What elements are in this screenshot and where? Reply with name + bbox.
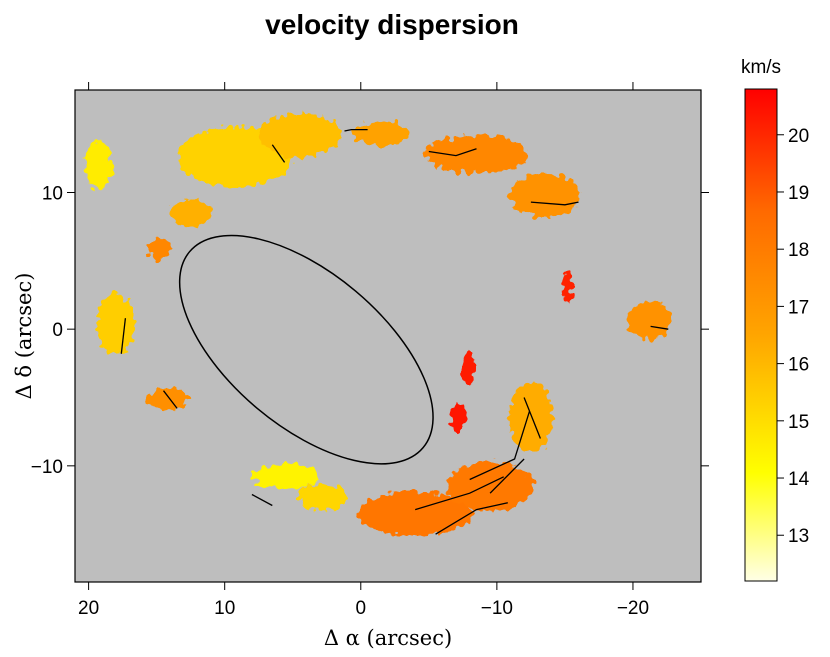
region-top-right-arc-end [509, 173, 580, 218]
data-regions [84, 113, 672, 536]
region-left-patch [147, 238, 172, 261]
x-tick-label: 20 [78, 598, 99, 619]
region-inner-red-bottom [450, 404, 467, 432]
x-axis-ticks: 20 10 0 −10 −20 [78, 82, 649, 619]
region-bottom-left-arc [298, 483, 348, 511]
contour-line [530, 201, 579, 206]
plot-frame [74, 89, 702, 583]
x-tick-label: 0 [355, 598, 366, 619]
contour-line [469, 411, 531, 481]
x-tick-label: −10 [481, 598, 513, 619]
colorbar-tick-label: 19 [788, 183, 809, 204]
contour-line [523, 397, 542, 439]
contour-line [489, 458, 525, 494]
contour-line [251, 493, 273, 507]
x-tick-label: 10 [214, 598, 235, 619]
colorbar-tick-label: 17 [788, 297, 809, 318]
y-axis-label: Δ δ (arcsec) [12, 273, 36, 400]
region-top-right-arc [424, 135, 529, 174]
colorbar-unit-label: km/s [741, 57, 781, 78]
region-bottom-right-arc-inner [446, 461, 534, 511]
colorbar-ticks: 13 14 15 16 17 18 19 20 [777, 126, 810, 547]
aperture-ellipse [178, 234, 434, 465]
contour-lines [120, 128, 669, 535]
ellipse-layer [178, 234, 434, 465]
region-bottom-right-arc-upper [509, 382, 553, 454]
region-right-clump [627, 301, 672, 341]
y-tick-label: 0 [52, 320, 63, 341]
region-top-arc-mid [258, 113, 341, 157]
region-bottom-left-yellow [251, 464, 320, 490]
contour-line [344, 128, 368, 132]
region-top-arc-orange [353, 121, 409, 147]
region-left-arc-top [168, 199, 213, 227]
colorbar [744, 88, 778, 582]
region-left-lower-clump [147, 387, 188, 410]
y-tick-label: 10 [42, 184, 63, 205]
contour-line [415, 476, 504, 511]
contour-line [650, 325, 669, 330]
x-tick-label: −20 [617, 598, 649, 619]
contour-line [435, 502, 508, 535]
region-bottom-arc [358, 491, 473, 536]
region-left-mid-clump [96, 293, 135, 354]
colorbar-tick-label: 18 [788, 240, 809, 261]
x-axis-label: Δ α (arcsec) [324, 626, 452, 650]
region-right-red-spot [562, 270, 574, 304]
colorbar-tick-label: 13 [788, 526, 809, 547]
colorbar-tick-label: 20 [788, 126, 809, 147]
y-axis-ticks: 10 0 −10 [31, 184, 709, 478]
contour-line [162, 390, 178, 409]
colorbar-tick-label: 15 [788, 412, 809, 433]
region-inner-red-top [461, 352, 476, 386]
chart-title: velocity dispersion [265, 9, 519, 40]
contour-line [271, 144, 286, 163]
colorbar-tick-label: 16 [788, 355, 809, 376]
region-left-top-clump [84, 140, 112, 190]
contour-line [120, 318, 127, 354]
contour-line [428, 148, 477, 157]
colorbar-tick-label: 14 [788, 469, 810, 490]
y-tick-label: −10 [31, 457, 63, 478]
